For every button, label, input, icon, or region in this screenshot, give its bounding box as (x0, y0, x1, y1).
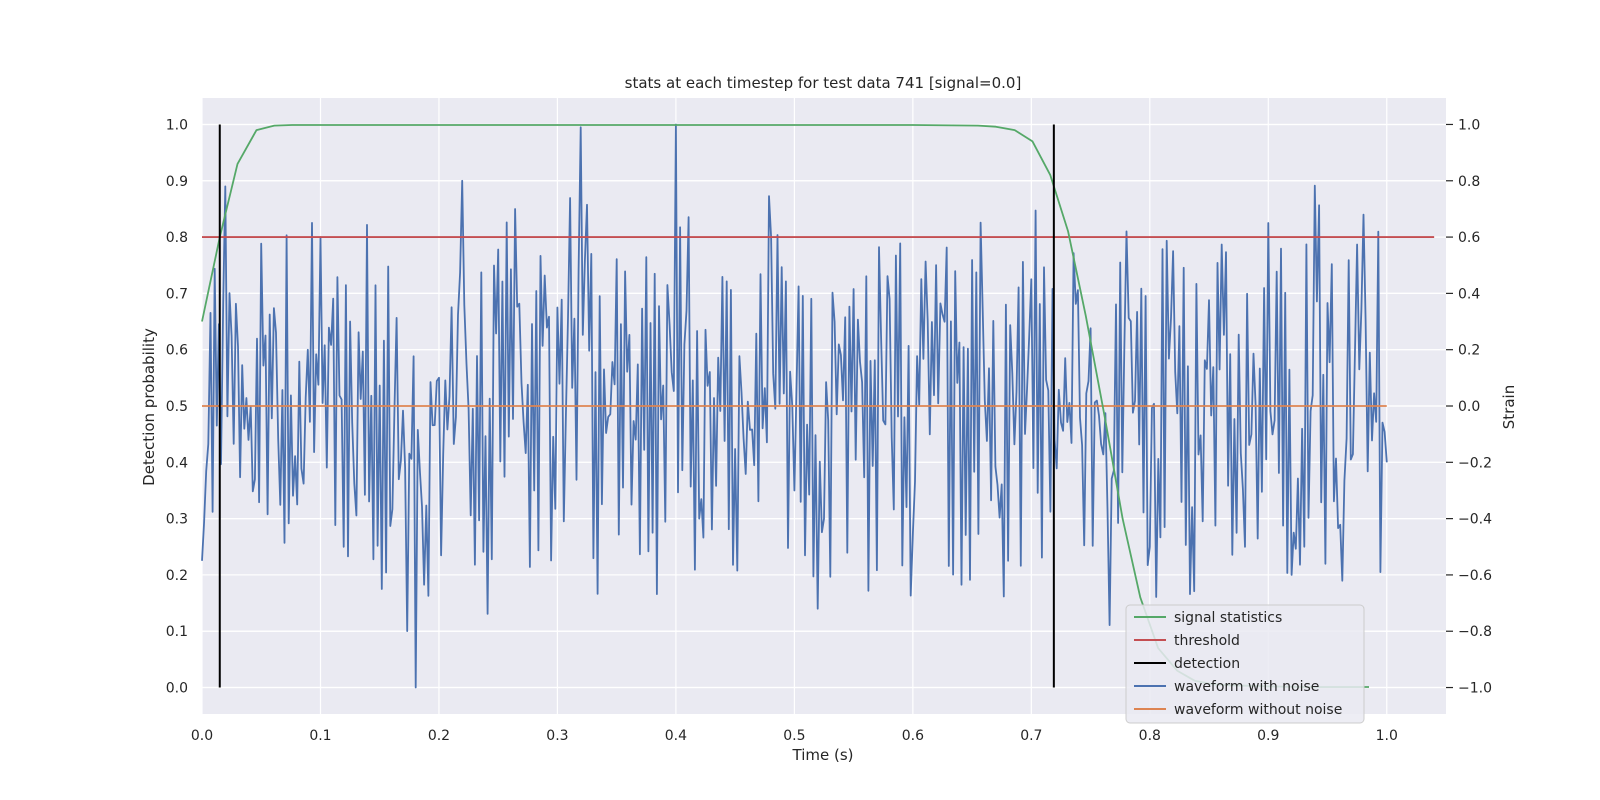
y-tick-label: 0.9 (166, 174, 188, 190)
x-tick-label: 0.8 (1139, 728, 1161, 744)
y-tick-label: 0.3 (166, 512, 188, 528)
x-tick-label: 0.3 (546, 728, 568, 744)
right-axis: −1.0 −0.8 −0.6 −0.4 −0.2 0.0 0.2 0.4 0.6 0.8 1.0 (1446, 117, 1492, 697)
x-tick-label: 0.2 (428, 728, 450, 744)
waveform-with-noise-line (201, 123, 1388, 689)
x-axis: 0.0 0.1 0.2 0.3 0.4 0.5 0.6 0.7 0.8 0.9 1.0 (191, 728, 1398, 744)
y-axis-label: Detection probability (140, 328, 158, 486)
y-tick-label: 0.4 (166, 455, 188, 471)
legend-label: detection (1174, 656, 1240, 672)
y2-tick-label: 0.4 (1458, 286, 1480, 302)
y2-tick-label: 0.6 (1458, 230, 1480, 246)
y-tick-label: 0.0 (166, 681, 188, 697)
legend: signal statistics threshold detection wavef… (1125, 604, 1365, 724)
x-tick-label: 1.0 (1376, 728, 1398, 744)
legend-box (1125, 604, 1365, 724)
y2-tick-label: 0.8 (1458, 174, 1480, 190)
y2-tick-label: −0.8 (1458, 624, 1492, 640)
x-tick-label: 0.7 (1020, 728, 1042, 744)
y2-tick-label: −1.0 (1458, 681, 1492, 697)
y2-axis-label: Strain (1500, 385, 1518, 429)
y-tick-label: 0.1 (166, 624, 188, 640)
y2-tick-label: 0.2 (1458, 343, 1480, 359)
legend-label: waveform without noise (1174, 702, 1342, 718)
x-tick-label: 0.0 (191, 728, 213, 744)
x-tick-label: 0.6 (902, 728, 924, 744)
chart-title: stats at each timestep for test data 741… (625, 74, 1022, 92)
y-tick-label: 0.6 (166, 343, 188, 359)
x-tick-label: 0.9 (1257, 728, 1279, 744)
legend-label: waveform with noise (1174, 679, 1319, 695)
x-tick-label: 0.5 (783, 728, 805, 744)
y-tick-label: 0.8 (166, 230, 188, 246)
x-tick-label: 0.1 (309, 728, 331, 744)
y2-tick-label: −0.4 (1458, 512, 1492, 528)
y2-tick-label: 0.0 (1458, 399, 1480, 415)
y-tick-label: 0.2 (166, 568, 188, 584)
y2-tick-label: −0.2 (1458, 455, 1492, 471)
left-axis: 0.0 0.1 0.2 0.3 0.4 0.5 0.6 0.7 0.8 0.9 1.0 (166, 117, 188, 696)
x-axis-label: Time (s) (792, 746, 854, 764)
y-tick-label: 0.7 (166, 286, 188, 302)
legend-label: signal statistics (1174, 610, 1282, 626)
y2-tick-label: −0.6 (1458, 568, 1492, 584)
legend-label: threshold (1174, 633, 1240, 649)
y2-tick-label: 1.0 (1458, 117, 1480, 133)
x-tick-label: 0.4 (665, 728, 687, 744)
y-tick-label: 1.0 (166, 117, 188, 133)
y-tick-label: 0.5 (166, 399, 188, 415)
